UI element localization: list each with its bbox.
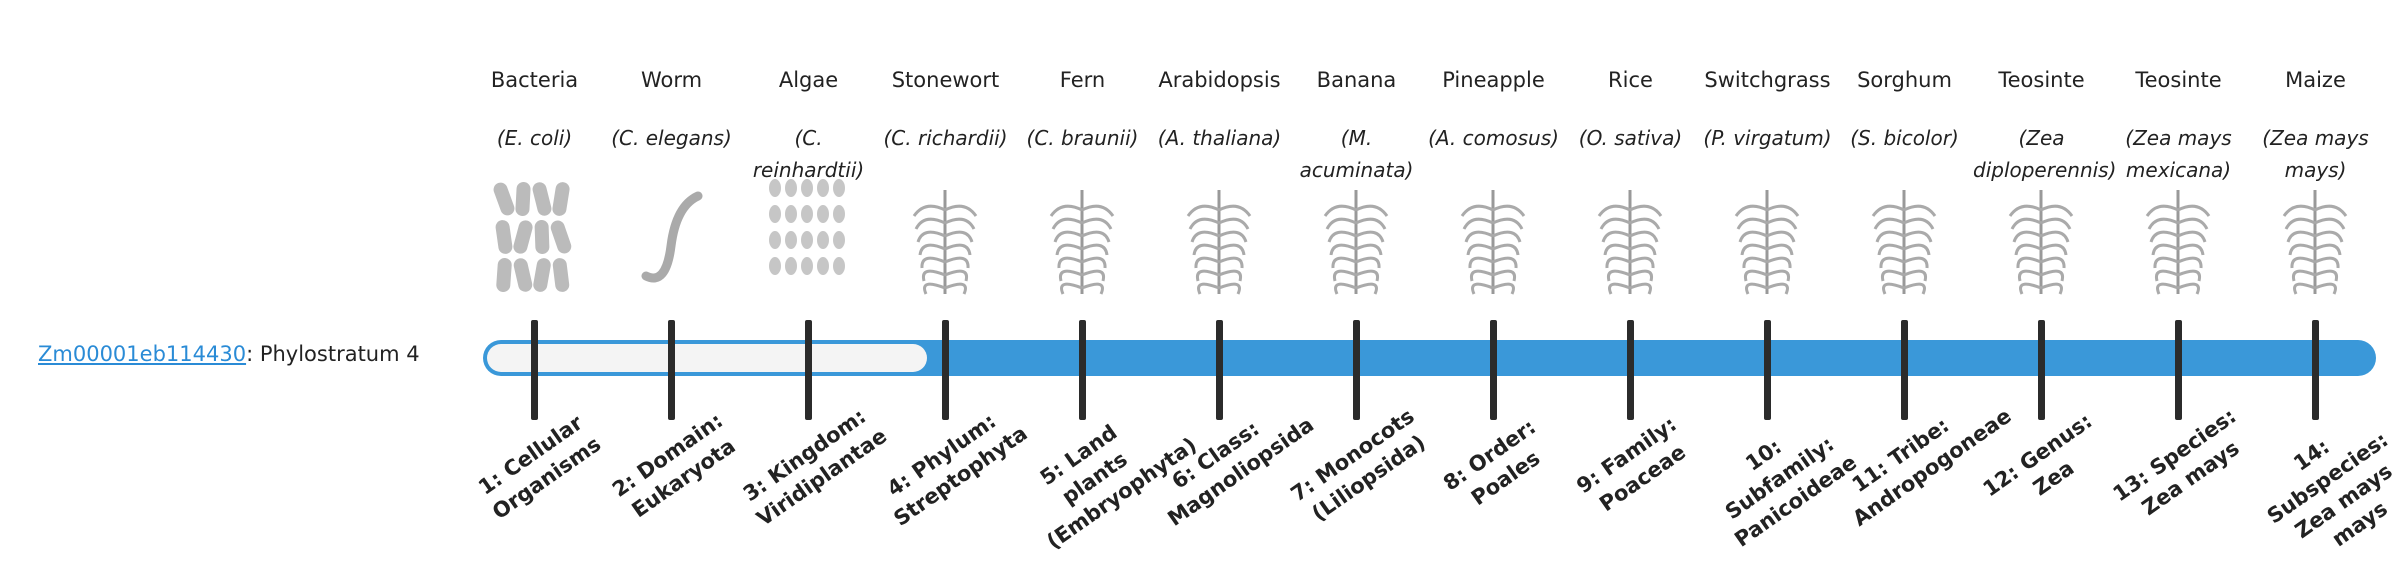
common-name: Banana (1316, 68, 1397, 92)
common-name: Bacteria (490, 68, 579, 92)
stratum-label: 3: Kingdom: Viridiplantae (738, 404, 892, 531)
scientific-name: (C. reinhardtii) (752, 126, 865, 182)
stratum-tick (1901, 320, 1908, 420)
scientific-name: (M. acuminata) (1299, 126, 1414, 182)
stratum-label: 10: Subfamily: Panicoideae (1720, 431, 1862, 552)
stratum-tick (1216, 320, 1223, 420)
common-name: Teosinte (2135, 68, 2222, 92)
organism-illustration (641, 191, 703, 283)
stratum-label: 9: Family: Poaceae (1572, 411, 1691, 517)
stratum-label: 2: Domain: Eukaryota (607, 408, 740, 523)
stratum-tick (668, 320, 675, 420)
stratum-tick (2038, 320, 2045, 420)
organism-illustration (1049, 190, 1115, 295)
scientific-name: (Zea mays mays) (2262, 126, 2369, 182)
organism-illustration (769, 179, 845, 275)
stratum-label: 14: Subspecies: Zea mays mays (2262, 427, 2397, 552)
organism-illustration (1597, 190, 1663, 295)
common-name: Pineapple (1442, 68, 1545, 92)
organism-illustration (2282, 190, 2348, 295)
scientific-name: (E. coli) (496, 126, 573, 150)
stratum-tick (1627, 320, 1634, 420)
organism-illustration (912, 190, 978, 295)
organism-illustration (1323, 190, 1389, 295)
common-name: Worm (640, 68, 703, 92)
scientific-name: (S. bicolor) (1850, 126, 1959, 150)
stratum-tick (2175, 320, 2182, 420)
common-name: Fern (1059, 68, 1106, 92)
stratum-label: 13: Species: Zea mays (2108, 403, 2244, 521)
stratum-tick (942, 320, 949, 420)
common-name: Switchgrass (1704, 68, 1831, 92)
organism-illustration (2008, 190, 2074, 295)
organism-illustration (493, 182, 572, 292)
organism-illustration (1460, 190, 1526, 295)
common-name: Teosinte (1998, 68, 2085, 92)
stratum-tick (531, 320, 538, 420)
organism-illustration (1186, 190, 1252, 295)
stratum-tick (1764, 320, 1771, 420)
stratum-tick (1353, 320, 1360, 420)
stratum-label: 1: Cellular Organisms (474, 410, 606, 525)
stratum-tick (1490, 320, 1497, 420)
bar-unfilled (487, 344, 927, 372)
stratum-label: 5: Land plants (Embryophyta) (1035, 420, 1201, 554)
scientific-name: (A. thaliana) (1157, 126, 1282, 150)
scientific-name: (C. braunii) (1026, 126, 1139, 150)
stratum-label: 4: Phylum: Streptophyta (882, 408, 1032, 531)
scientific-name: (O. sativa) (1578, 126, 1683, 150)
scientific-name: (C. richardii) (883, 126, 1008, 150)
scientific-name: (C. elegans) (611, 126, 732, 150)
organism-illustration (2145, 190, 2211, 295)
scientific-name: (Zea diploperennis) (1973, 126, 2117, 182)
common-name: Sorghum (1857, 68, 1952, 92)
common-name: Stonewort (891, 68, 1000, 92)
phylostratum-label: : Phylostratum 4 (246, 342, 420, 366)
organism-illustration (1734, 190, 1800, 295)
stratum-tick (2312, 320, 2319, 420)
scientific-name: (Zea mays mexicana) (2125, 126, 2232, 182)
gene-row: Zm00001eb114430: Phylostratum 4 (38, 342, 420, 366)
stratum-tick (1079, 320, 1086, 420)
common-name: Rice (1608, 68, 1653, 92)
common-name: Arabidopsis (1158, 68, 1281, 92)
organism-illustration (1871, 190, 1937, 295)
stratum-tick (805, 320, 812, 420)
common-name: Maize (2285, 68, 2346, 92)
stratum-label: 8: Order: Poales (1439, 414, 1545, 511)
gene-link[interactable]: Zm00001eb114430 (38, 342, 247, 366)
scientific-name: (P. virgatum) (1703, 126, 1832, 150)
scientific-name: (A. comosus) (1428, 126, 1559, 150)
common-name: Algae (778, 68, 839, 92)
